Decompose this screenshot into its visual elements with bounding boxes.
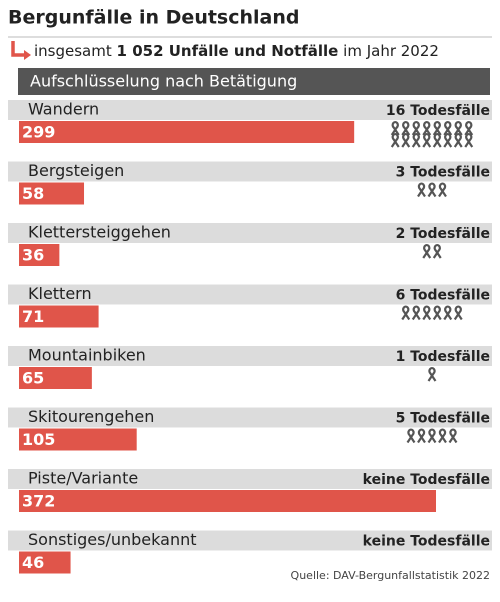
bar (19, 428, 137, 451)
value-label: 46 (22, 553, 44, 572)
ribbon (443, 133, 453, 148)
ribbon (411, 121, 421, 136)
ribbon (401, 305, 411, 321)
ribbon (427, 428, 437, 444)
ribbon (453, 305, 463, 321)
ribbon (390, 133, 400, 148)
section-header-bar (18, 68, 490, 95)
bar (19, 182, 85, 205)
row-band (8, 100, 492, 120)
ribbon (422, 244, 432, 259)
ribbon (422, 133, 432, 148)
ribbon (427, 367, 437, 382)
subtitle-part: im Jahr 2022 (343, 42, 439, 60)
ribbon (401, 133, 411, 148)
ribbon (443, 121, 453, 136)
death-label: 16 Todesfälle (386, 103, 490, 119)
bar (19, 367, 92, 389)
ribbon (432, 244, 442, 259)
category-label: Wandern (28, 100, 99, 119)
ribbon (464, 133, 474, 148)
ribbon (453, 121, 463, 136)
subtitle-part: 1 052 Unfälle und Notfälle (117, 42, 339, 60)
ribbons (422, 244, 442, 259)
ribbons (417, 182, 447, 198)
ribbons (390, 121, 474, 148)
bar (19, 244, 60, 266)
bar (19, 551, 71, 574)
ribbons (401, 305, 463, 321)
value-label: 58 (22, 184, 44, 203)
subtitle: insgesamt 1 052 Unfälle und Notfälle im … (34, 42, 439, 60)
ribbon (411, 305, 421, 321)
row-band (8, 284, 492, 305)
death-label: 6 Todesfälle (396, 288, 490, 304)
ribbon (438, 428, 447, 444)
subtitle-arrow (11, 41, 26, 57)
section-header: Aufschlüsselung nach Betätigung (30, 72, 297, 91)
subtitle-arrowhead (24, 50, 31, 60)
death-label: keine Todesfälle (363, 472, 490, 488)
source: Quelle: DAV-Bergunfallstatistik 2022 (291, 569, 490, 582)
value-label: 65 (22, 369, 44, 388)
category-label: Klettern (28, 284, 92, 303)
ribbon (448, 428, 458, 444)
ribbon (432, 305, 442, 321)
category-label: Bergsteigen (28, 161, 124, 180)
ribbons (406, 428, 458, 444)
ribbon (453, 133, 463, 148)
ribbon (438, 182, 447, 198)
bar (19, 121, 355, 143)
category-label: Mountainbiken (28, 346, 146, 365)
ribbon (464, 121, 474, 136)
row-band (8, 407, 492, 428)
death-label: 5 Todesfälle (396, 411, 490, 427)
chart-title: Bergunfälle in Deutschland (8, 7, 300, 29)
death-label: 2 Todesfälle (396, 226, 490, 242)
value-label: 36 (22, 246, 44, 265)
ribbon (427, 182, 437, 198)
ribbon (432, 121, 442, 136)
row-band (8, 530, 492, 551)
value-label: 71 (22, 307, 44, 326)
ribbon (417, 182, 426, 198)
value-label: 299 (22, 123, 55, 142)
row-band (8, 469, 492, 489)
ribbon (417, 428, 426, 444)
subtitle-part: insgesamt (34, 42, 112, 60)
ribbon (390, 121, 400, 136)
bar (19, 490, 436, 512)
ribbon (401, 121, 411, 136)
category-label: Piste/Variante (28, 469, 138, 488)
category-label: Klettersteiggehen (28, 223, 171, 242)
value-label: 105 (22, 430, 55, 449)
ribbon (406, 428, 416, 444)
ribbon (411, 133, 421, 148)
death-label: 1 Todesfälle (396, 349, 490, 365)
category-label: Sonstiges/unbekannt (28, 530, 197, 549)
row-band (8, 161, 492, 182)
category-label: Skitourengehen (28, 407, 154, 426)
row-band (8, 223, 492, 243)
ribbon (443, 305, 453, 321)
death-label: keine Todesfälle (363, 534, 490, 550)
death-label: 3 Todesfälle (396, 165, 490, 181)
ribbon (432, 133, 442, 148)
value-label: 372 (22, 492, 55, 511)
ribbon (422, 121, 432, 136)
bar (19, 305, 99, 328)
ribbons (427, 367, 437, 382)
row-band (8, 346, 492, 366)
ribbon (422, 305, 432, 321)
